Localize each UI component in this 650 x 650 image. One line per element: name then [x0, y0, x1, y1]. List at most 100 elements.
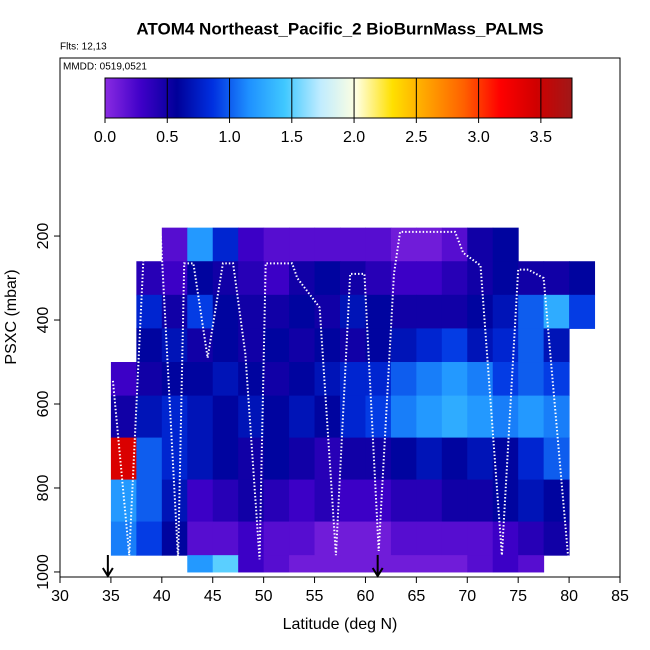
cell: [212, 555, 239, 573]
cell: [416, 521, 443, 556]
cell: [289, 227, 316, 262]
x-tick-label: 40: [153, 588, 171, 605]
x-tick-label: 75: [509, 588, 527, 605]
colorbar-tick-label: 2.0: [343, 129, 365, 146]
y-tick-label: 800: [35, 475, 52, 502]
flight-track: [111, 230, 571, 568]
x-tick-label: 65: [407, 588, 425, 605]
cell: [467, 555, 494, 573]
cell: [238, 362, 265, 397]
y-tick-label: 1000: [35, 554, 52, 590]
cell: [543, 328, 570, 363]
cell: [467, 294, 494, 329]
cell: [136, 437, 163, 481]
cell: [161, 362, 188, 397]
cell: [314, 261, 341, 296]
cell: [161, 395, 188, 439]
cell: [467, 395, 494, 439]
cell: [136, 362, 163, 397]
cell: [543, 479, 570, 523]
cell: [314, 227, 341, 262]
x-tick-label: 50: [255, 588, 273, 605]
chart-title: ATOM4 Northeast_Pacific_2 BioBurnMass_PA…: [136, 19, 543, 38]
cell: [238, 555, 265, 573]
x-axis-title: Latitude (deg N): [283, 616, 398, 633]
colorbar: [104, 77, 573, 119]
cell: [365, 227, 392, 262]
cell: [187, 555, 214, 573]
cell: [136, 261, 163, 296]
cell: [212, 479, 239, 523]
cell: [263, 479, 290, 523]
cell: [289, 362, 316, 397]
colorbar-tick-label: 0.5: [156, 129, 178, 146]
cell: [161, 479, 188, 523]
cell: [492, 261, 519, 296]
cell: [569, 261, 596, 296]
cell: [212, 395, 239, 439]
y-axis-title: PSXC (mbar): [3, 269, 20, 364]
cell: [543, 521, 570, 556]
cell: [390, 479, 417, 523]
cell: [263, 362, 290, 397]
cell: [365, 479, 392, 523]
cell: [110, 437, 137, 481]
cell: [161, 437, 188, 481]
cell: [492, 227, 519, 262]
cell: [110, 362, 137, 397]
cell: [416, 395, 443, 439]
cell: [441, 521, 468, 556]
cell: [390, 555, 417, 573]
cell: [314, 362, 341, 397]
cell: [314, 395, 341, 439]
cell: [492, 555, 519, 573]
cell: [390, 521, 417, 556]
cell: [390, 261, 417, 296]
colorbar-tick-label: 1.0: [218, 129, 240, 146]
cell: [365, 437, 392, 481]
cell: [314, 328, 341, 363]
plot-frame: [59, 57, 621, 578]
cell: [289, 437, 316, 481]
x-tick-label: 35: [102, 588, 120, 605]
colorbar-tick-label: 2.5: [405, 129, 427, 146]
x-tick-label: 60: [357, 588, 375, 605]
overlay: [102, 230, 571, 578]
cell: [569, 294, 596, 329]
cell: [467, 479, 494, 523]
cell: [365, 395, 392, 439]
cell: [212, 261, 239, 296]
cell: [161, 521, 188, 556]
cell: [390, 294, 417, 329]
cell: [518, 395, 545, 439]
cell: [365, 294, 392, 329]
cell: [390, 362, 417, 397]
cell: [263, 555, 290, 573]
cell: [340, 294, 366, 329]
cell: [238, 294, 265, 329]
cell: [416, 555, 443, 573]
cell: [518, 437, 545, 481]
cell: [492, 362, 519, 397]
cell: [161, 227, 188, 262]
cell: [441, 479, 468, 523]
annotation: MMDD: 0519,0521: [63, 62, 147, 73]
cell: [416, 328, 443, 363]
cell: [390, 437, 417, 481]
cell: [238, 328, 265, 363]
cell: [340, 328, 366, 363]
cell: [238, 261, 265, 296]
cell: [390, 328, 417, 363]
cell: [340, 261, 366, 296]
cell: [518, 261, 545, 296]
cell: [492, 521, 519, 556]
cell: [467, 328, 494, 363]
cell: [187, 362, 214, 397]
cell: [416, 294, 443, 329]
cell: [238, 395, 265, 439]
cell: [187, 479, 214, 523]
cell: [340, 479, 366, 523]
cell: [187, 437, 214, 481]
cell: [518, 555, 545, 573]
colorbar-tick-label: 3.5: [530, 129, 552, 146]
